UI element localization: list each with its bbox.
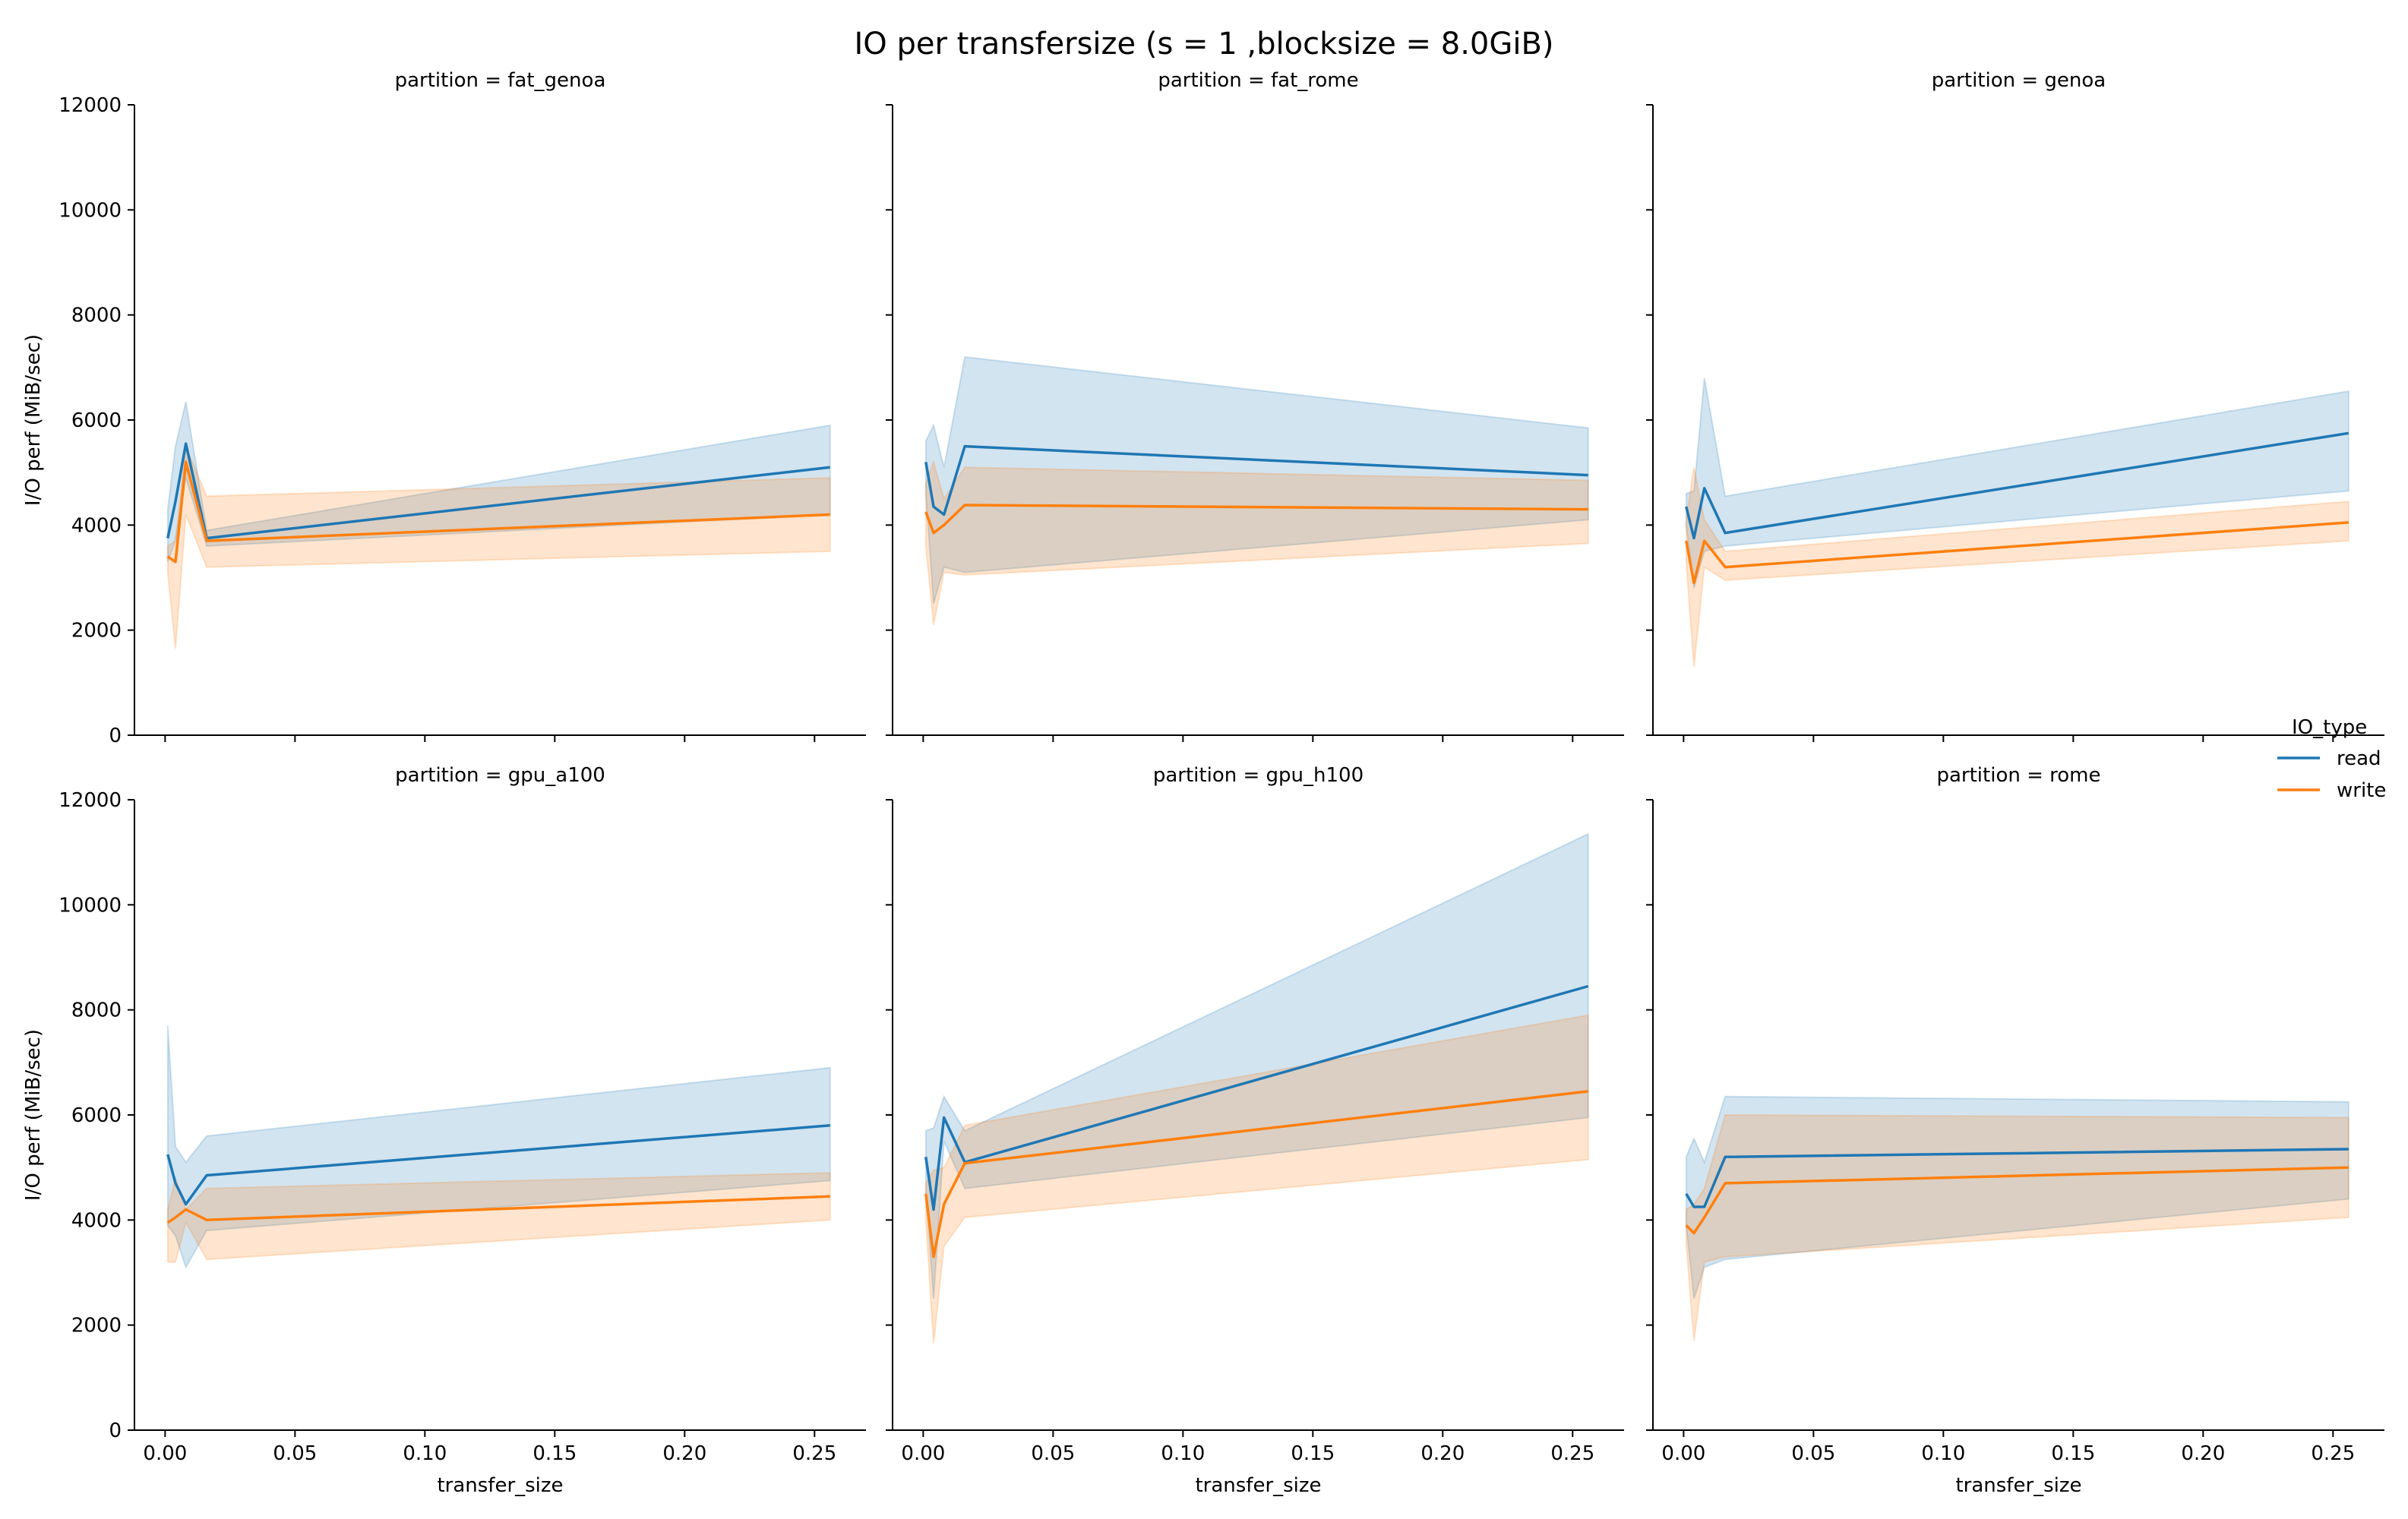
x-tick-label: 0.20 xyxy=(1420,1442,1465,1465)
y-tick-label: 10000 xyxy=(58,894,122,917)
facet-rome: 0.00 0.05 0.10 0.15 0.20 0.25 partition = rome… xyxy=(1646,764,2384,1497)
x-tick-label: 0.10 xyxy=(1921,1442,1965,1465)
facet-title: partition = gpu_h100 xyxy=(1153,764,1364,787)
y-tick-label: 8000 xyxy=(71,1000,122,1022)
x-tick-label: 0.10 xyxy=(1161,1442,1205,1465)
y-tick-label: 6000 xyxy=(71,409,122,432)
ci-band-write xyxy=(1685,1113,2350,1341)
facet-title: partition = gpu_a100 xyxy=(395,764,605,787)
facet-genoa: partition = genoa xyxy=(1646,69,2384,742)
legend-item-read: read xyxy=(2277,747,2381,770)
series-line-read xyxy=(166,442,830,540)
ci-band-write xyxy=(924,459,1589,625)
y-axis-label: I/O perf (MiB/sec) xyxy=(22,334,45,506)
facet-gpu-h100: 0.00 0.05 0.10 0.15 0.20 0.25 partition = gpu_… xyxy=(886,764,1624,1497)
x-tick-label: 0.15 xyxy=(532,1442,577,1465)
y-tick-label: 0 xyxy=(109,1420,122,1442)
facet-title: partition = fat_rome xyxy=(1158,69,1358,92)
series-line-read xyxy=(924,984,1589,1211)
series-line-write xyxy=(1685,521,2349,585)
legend: IO_type read write xyxy=(2277,716,2386,802)
x-tick-label: 0.25 xyxy=(792,1442,836,1465)
series-line-write xyxy=(924,1090,1589,1258)
series-line-read xyxy=(166,1124,830,1206)
series-line-read xyxy=(1685,1148,2349,1208)
ci-band-read xyxy=(1685,1095,2350,1300)
legend-title: IO_type xyxy=(2292,716,2367,739)
series-line-write xyxy=(166,1195,830,1224)
x-axis-label: transfer_size xyxy=(437,1474,563,1497)
ci-band-write xyxy=(924,1014,1589,1344)
facet-title: partition = rome xyxy=(1936,764,2100,787)
facet-title: partition = genoa xyxy=(1932,69,2106,92)
y-tick-label: 4000 xyxy=(71,514,122,537)
y-tick-label: 8000 xyxy=(71,305,122,327)
ci-band-read xyxy=(924,832,1589,1300)
y-tick-label: 12000 xyxy=(58,94,122,117)
x-tick-label: 0.25 xyxy=(1550,1442,1594,1465)
x-tick-label: 0.00 xyxy=(1661,1442,1705,1465)
legend-label-write: write xyxy=(2337,779,2386,802)
y-tick-label: 0 xyxy=(109,725,122,747)
y-tick-label: 12000 xyxy=(58,789,122,812)
x-tick-label: 0.05 xyxy=(1791,1442,1835,1465)
series-line-write xyxy=(924,504,1588,535)
facet-fat-genoa: 0 2000 4000 6000 8000 10000 12000 partition = f… xyxy=(22,69,866,747)
chart-title: IO per transfersize (s = 1 ,blocksize = … xyxy=(854,27,1553,62)
ci-band-write xyxy=(166,446,831,649)
y-tick-label: 2000 xyxy=(71,620,122,643)
x-tick-label: 0.00 xyxy=(143,1442,187,1465)
x-tick-label: 0.10 xyxy=(403,1442,447,1465)
y-tick-label: 6000 xyxy=(71,1104,122,1127)
series-line-read xyxy=(924,444,1588,516)
x-tick-label: 0.20 xyxy=(662,1442,706,1465)
y-tick-label: 10000 xyxy=(58,199,122,222)
y-axis-label: I/O perf (MiB/sec) xyxy=(22,1029,45,1201)
series-line-read xyxy=(1685,431,2350,540)
series-line-write xyxy=(166,460,830,564)
x-tick-label: 0.05 xyxy=(1031,1442,1075,1465)
y-tick-label: 4000 xyxy=(71,1209,122,1232)
facet-title: partition = fat_genoa xyxy=(395,69,606,92)
legend-label-read: read xyxy=(2337,747,2381,770)
x-tick-label: 0.15 xyxy=(1291,1442,1335,1465)
ci-band-read xyxy=(166,1025,831,1270)
x-axis-label: transfer_size xyxy=(1195,1474,1321,1497)
x-tick-label: 0.00 xyxy=(901,1442,945,1465)
x-tick-label: 0.15 xyxy=(2051,1442,2095,1465)
y-tick-label: 2000 xyxy=(71,1315,122,1337)
facet-fat-rome: partition = fat_rome xyxy=(886,69,1624,742)
facet-grid: 0 2000 4000 6000 8000 10000 12000 partition = f… xyxy=(22,69,2384,1497)
x-tick-label: 0.05 xyxy=(273,1442,317,1465)
facet-gpu-a100: 0 2000 4000 6000 8000 10000 12000 0.00 0.05 0.10 0… xyxy=(22,764,866,1497)
x-axis-label: transfer_size xyxy=(1955,1474,2081,1497)
x-tick-label: 0.20 xyxy=(2181,1442,2225,1465)
legend-item-write: write xyxy=(2277,779,2386,802)
series-line-write xyxy=(1685,1166,2349,1235)
x-tick-label: 0.25 xyxy=(2311,1442,2355,1465)
ci-band-read xyxy=(924,355,1589,605)
